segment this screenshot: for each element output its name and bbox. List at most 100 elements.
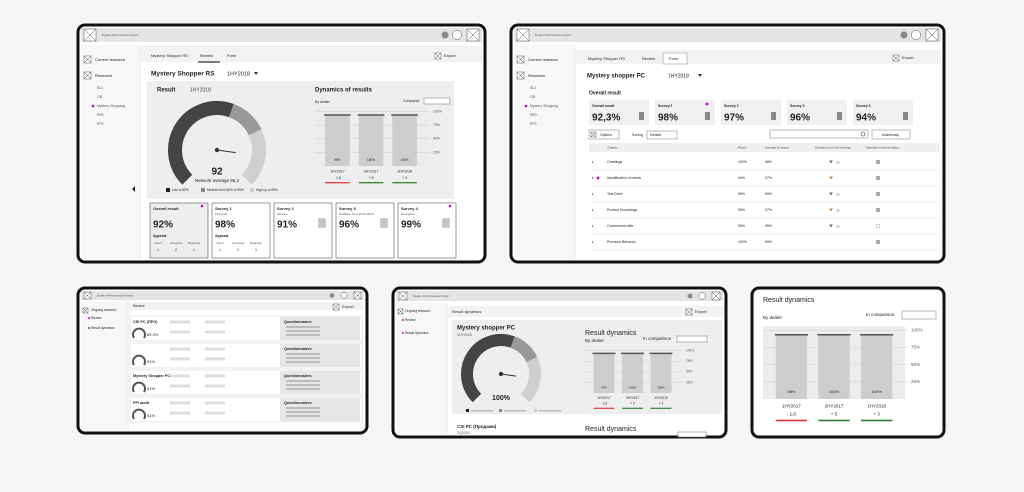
mini-gauge <box>132 327 146 339</box>
table-cell: Commercial offer <box>607 224 634 228</box>
tab[interactable]: Mystery Shopper RS <box>151 53 188 58</box>
expand-caret[interactable] <box>592 192 594 196</box>
tab[interactable]: Mystery Shopper RS <box>588 56 625 61</box>
options-button[interactable] <box>588 129 620 140</box>
rule <box>711 291 721 301</box>
legend-swatch <box>534 409 537 412</box>
user-icon[interactable] <box>687 293 693 299</box>
help-icon[interactable] <box>698 292 706 300</box>
research-metric: 51% <box>147 413 155 418</box>
expand-caret[interactable] <box>592 224 594 228</box>
nav-item[interactable]: RR1 <box>530 113 537 117</box>
legend-label: Low to 80% <box>172 188 189 192</box>
tab[interactable]: Form <box>669 56 679 61</box>
mini-gauge <box>132 354 146 366</box>
nav-item[interactable]: PP2 <box>97 122 104 126</box>
delta-label: - 1,8 <box>334 176 341 180</box>
nav-item[interactable]: Ongoing research <box>91 308 117 312</box>
search-input[interactable] <box>769 129 869 139</box>
info-line <box>286 384 320 386</box>
additional-button[interactable] <box>871 129 911 140</box>
rule <box>398 291 408 301</box>
nav-item[interactable]: Review <box>91 316 102 320</box>
questionnaires-title: Questionnaires <box>284 347 312 351</box>
nav-item[interactable]: Research <box>528 73 545 78</box>
table-cell: 95% <box>738 208 745 212</box>
expand-caret[interactable] <box>592 160 594 164</box>
nav-item[interactable]: GB <box>530 95 536 99</box>
nav-item[interactable]: Result dynamics <box>405 331 429 335</box>
tab[interactable]: Result dynamics <box>452 309 481 314</box>
nav-item[interactable]: Mystery Shopping <box>530 104 558 108</box>
gauge-needle <box>216 149 236 154</box>
user-icon[interactable] <box>329 293 335 298</box>
nav-item[interactable]: SL1 <box>530 86 536 90</box>
research-period: 1HY2018 <box>457 333 472 337</box>
help-icon[interactable] <box>911 30 921 40</box>
nav-item[interactable]: RR1 <box>97 113 104 117</box>
info-line <box>286 353 320 355</box>
nav-item[interactable]: GB <box>97 95 103 99</box>
deviation-icon <box>836 208 840 212</box>
card-value: 99% <box>401 220 421 231</box>
sort-dropdown[interactable] <box>646 130 678 140</box>
app-title: Dealer Performance Portal <box>102 33 138 37</box>
y-tick-label: 100% <box>911 328 923 333</box>
compare-dropdown[interactable] <box>676 335 708 343</box>
sidebar <box>81 45 139 259</box>
tab[interactable]: Form <box>227 53 237 58</box>
table-cell: 98% <box>765 160 772 164</box>
export-button[interactable]: Export <box>342 304 354 309</box>
y-tick-label: 75% <box>911 345 920 350</box>
nav-item[interactable]: PP2 <box>530 122 537 126</box>
bar-label: 100% <box>829 389 840 394</box>
card-value: 91% <box>277 220 297 231</box>
tab[interactable]: Review <box>642 56 655 61</box>
export-button[interactable]: Export <box>902 55 914 60</box>
user-icon[interactable] <box>441 31 449 39</box>
tab[interactable]: Review <box>200 53 213 58</box>
nav-item[interactable]: Result dynamics <box>91 326 115 330</box>
survey-card[interactable] <box>397 202 457 259</box>
survey-card[interactable] <box>211 202 271 259</box>
compare-dropdown[interactable] <box>677 431 707 438</box>
research-name: CSI PC (ПРО) <box>133 320 158 324</box>
period-selector[interactable]: 1HY2018 <box>668 73 689 79</box>
card-title: Survey 2 <box>724 104 739 108</box>
delta-indicator <box>650 407 672 409</box>
export-button[interactable]: Export <box>695 309 707 314</box>
user-icon[interactable] <box>900 31 908 39</box>
expand-caret[interactable] <box>592 176 594 180</box>
help-icon[interactable] <box>452 30 462 40</box>
gauge-segment <box>228 103 262 136</box>
deviation-icon <box>829 208 833 212</box>
rule <box>892 54 900 62</box>
expand-caret[interactable] <box>592 208 594 212</box>
compare-dropdown[interactable] <box>901 310 937 320</box>
nav-item[interactable]: Current research <box>528 57 558 62</box>
survey-card[interactable] <box>149 202 209 259</box>
nav-item[interactable]: Current research <box>95 57 125 62</box>
tab-bar <box>448 306 723 317</box>
title-bar <box>81 28 482 42</box>
card-title: Survey 4 <box>401 206 418 211</box>
nav-item[interactable]: SL1 <box>97 86 103 90</box>
expand-caret[interactable] <box>592 240 594 244</box>
nav-item[interactable]: Research <box>95 73 112 78</box>
collapse-arrow[interactable] <box>132 186 135 192</box>
period-label: 1HY2018 <box>397 170 412 174</box>
delta-label: + 5 <box>630 402 635 406</box>
active-dot <box>402 332 404 334</box>
compare-dropdown[interactable] <box>423 97 451 105</box>
sort-value: Default <box>650 133 661 137</box>
appeal-count: 1 <box>193 248 195 252</box>
info-line <box>286 411 320 413</box>
export-button[interactable]: Export <box>444 53 456 58</box>
survey-card[interactable] <box>335 202 395 259</box>
period-selector[interactable]: 1HY2018 <box>227 71 250 77</box>
help-icon[interactable] <box>340 292 348 299</box>
survey-card[interactable] <box>273 202 333 259</box>
nav-item[interactable]: Review <box>405 318 416 322</box>
nav-item[interactable]: Mystery Shopping <box>97 104 125 108</box>
nav-item[interactable]: Ongoing research <box>405 309 431 313</box>
